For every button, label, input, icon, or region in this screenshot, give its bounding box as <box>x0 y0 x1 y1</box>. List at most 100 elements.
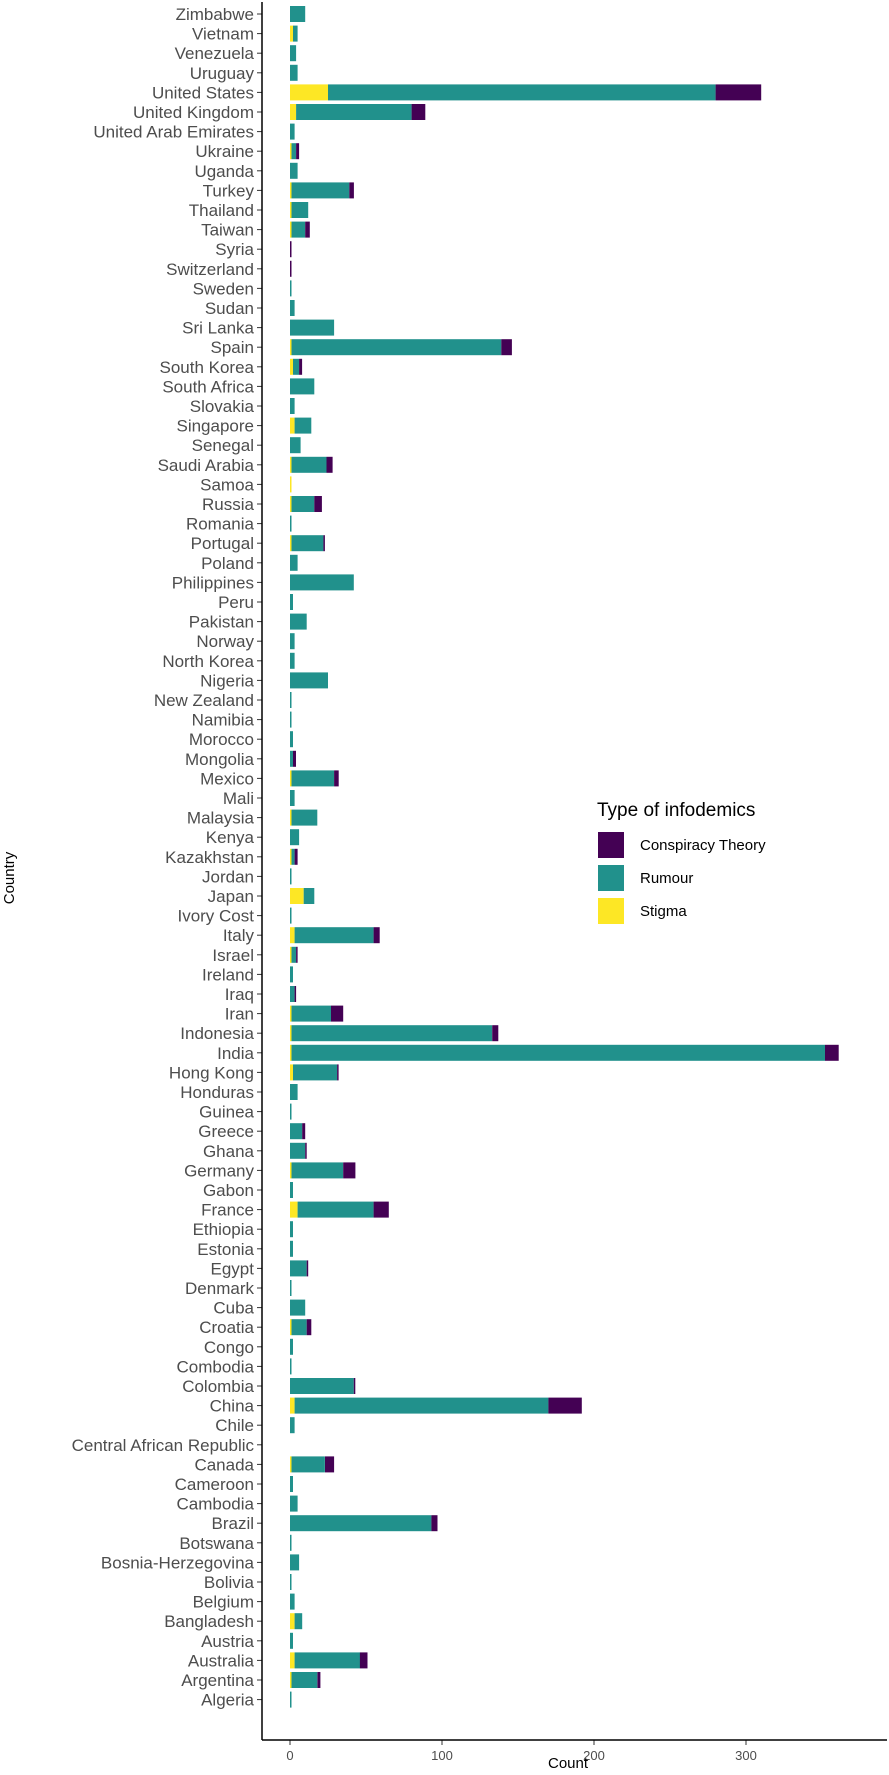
bar-rumour <box>290 1338 293 1355</box>
y-tick-label: Belgium <box>193 1593 254 1612</box>
bar-stigma <box>290 927 295 944</box>
bar-rumour <box>294 927 374 944</box>
y-tick-label: China <box>210 1397 255 1416</box>
bar-conspiracy-theory <box>306 1260 309 1277</box>
bar-rumour <box>290 652 295 669</box>
y-tick-label: Kenya <box>206 828 255 847</box>
bar-stigma <box>290 848 292 865</box>
bar-rumour <box>290 672 328 689</box>
bar-rumour <box>290 1260 307 1277</box>
y-tick-label: Canada <box>194 1455 254 1474</box>
bar-rumour <box>290 907 292 924</box>
bar-conspiracy-theory <box>501 339 512 356</box>
y-tick-label: Senegal <box>192 436 254 455</box>
legend-label: Rumour <box>640 870 693 887</box>
y-tick-label: Syria <box>215 240 254 259</box>
bar-stigma <box>290 476 292 493</box>
y-tick-label: North Korea <box>162 652 254 671</box>
bar-conspiracy-theory <box>305 221 310 238</box>
y-tick-label: Portugal <box>191 534 254 553</box>
bar-rumour <box>290 613 307 630</box>
y-tick-label: Central African Republic <box>72 1436 255 1455</box>
bar-stigma <box>290 358 293 375</box>
bar-conspiracy-theory <box>492 1025 499 1042</box>
y-tick-label: Honduras <box>180 1083 254 1102</box>
bar-rumour <box>294 1652 360 1669</box>
legend-key-stigma <box>598 898 624 924</box>
bar-stigma <box>290 339 292 356</box>
y-tick-label: United States <box>152 83 254 102</box>
bar-stigma <box>290 535 292 552</box>
bar-rumour <box>290 1534 292 1551</box>
y-tick-label: Guinea <box>199 1103 254 1122</box>
y-tick-label: Croatia <box>199 1318 254 1337</box>
y-tick-label: India <box>217 1044 254 1063</box>
bar-conspiracy-theory <box>306 1319 312 1336</box>
y-tick-label: Germany <box>184 1161 254 1180</box>
y-tick-label: Mongolia <box>185 750 255 769</box>
bar-conspiracy-theory <box>326 456 333 473</box>
y-tick-label: Italy <box>223 926 255 945</box>
bar-rumour <box>291 143 297 160</box>
bar-rumour <box>290 1691 292 1708</box>
bar-stigma <box>290 1652 295 1669</box>
bar-rumour <box>290 1240 293 1257</box>
bar-conspiracy-theory <box>296 143 300 160</box>
bar-rumour <box>291 1456 325 1473</box>
bar-stigma <box>290 1005 292 1022</box>
legend: Type of infodemics Conspiracy Theory Rumo… <box>597 800 766 924</box>
bar-conspiracy-theory <box>302 1123 306 1140</box>
bar-rumour <box>290 378 315 395</box>
y-tick-label: Saudi Arabia <box>158 456 255 475</box>
y-tick-label: Uganda <box>194 162 254 181</box>
bar-stigma <box>290 1064 293 1081</box>
y-tick-label: Gabon <box>203 1181 254 1200</box>
bar-conspiracy-theory <box>343 1162 356 1179</box>
bar-rumour <box>290 790 295 806</box>
bar-rumour <box>290 692 292 708</box>
y-tick-label: Samoa <box>200 475 254 494</box>
bar-rumour <box>290 1299 306 1316</box>
y-tick-label: Sri Lanka <box>182 319 254 338</box>
y-tick-label: Ghana <box>203 1142 255 1161</box>
bar-rumour <box>290 1103 292 1120</box>
y-tick-label: Hong Kong <box>169 1063 254 1082</box>
y-tick-label: Brazil <box>211 1514 254 1533</box>
bar-rumour <box>290 731 293 748</box>
y-tick-label: Pakistan <box>189 613 254 632</box>
bar-rumour <box>291 848 295 865</box>
bar-stigma <box>290 84 328 101</box>
bar-rumour <box>290 829 300 846</box>
bar-rumour <box>290 1632 293 1649</box>
y-tick-label: Greece <box>198 1122 254 1141</box>
y-tick-label: Sudan <box>205 299 254 318</box>
bars-layer <box>290 6 839 1708</box>
y-tick-label: United Arab Emirates <box>93 123 254 142</box>
bar-rumour <box>290 1495 298 1512</box>
bar-rumour <box>290 554 298 571</box>
y-tick-label: Jordan <box>202 867 254 886</box>
bar-stigma <box>290 456 292 473</box>
bar-conspiracy-theory <box>331 1005 344 1022</box>
bar-rumour <box>290 162 298 179</box>
bar-stigma <box>290 104 297 120</box>
y-tick-label: Singapore <box>176 417 254 436</box>
bar-rumour <box>291 1025 493 1042</box>
bar-rumour <box>290 1123 303 1140</box>
y-tick-label: Uruguay <box>190 64 255 83</box>
bar-rumour <box>290 64 298 81</box>
y-tick-label: Ethiopia <box>193 1220 255 1239</box>
y-tick-label: Mali <box>223 789 254 808</box>
bar-stigma <box>290 496 292 512</box>
bar-conspiracy-theory <box>353 1378 356 1394</box>
legend-items: Conspiracy Theory Rumour Stigma <box>598 832 766 924</box>
y-tick-label: Congo <box>204 1338 254 1357</box>
bar-rumour <box>290 574 354 591</box>
bar-rumour <box>290 1182 293 1198</box>
bar-conspiracy-theory <box>334 770 339 787</box>
y-tick-label: Malaysia <box>187 809 255 828</box>
bar-rumour <box>291 770 335 787</box>
y-tick-label: Morocco <box>189 730 254 749</box>
